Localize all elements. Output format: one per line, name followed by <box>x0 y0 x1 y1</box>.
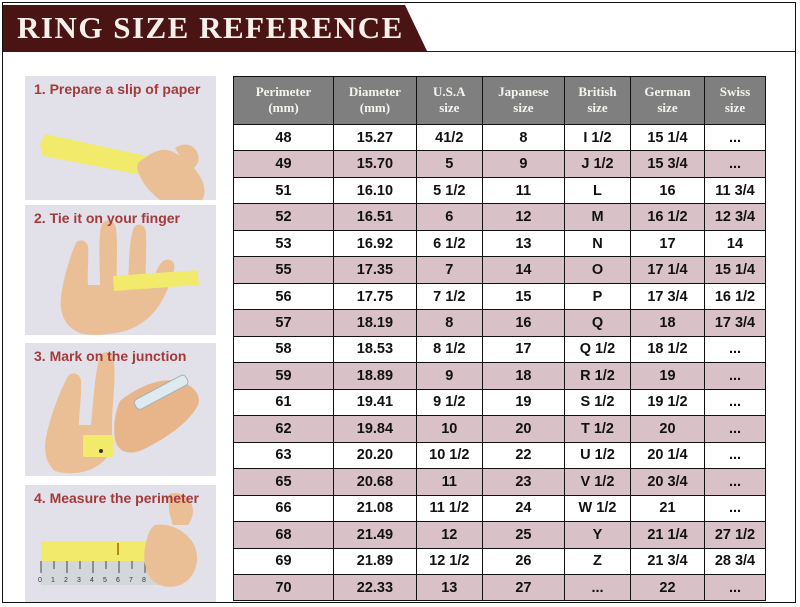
svg-text:2: 2 <box>64 577 68 584</box>
svg-text:3: 3 <box>77 577 81 584</box>
svg-text:0: 0 <box>38 577 42 584</box>
svg-text:8: 8 <box>142 577 146 584</box>
svg-text:4: 4 <box>90 577 94 584</box>
svg-text:1: 1 <box>51 577 55 584</box>
svg-text:6: 6 <box>116 577 120 584</box>
svg-text:7: 7 <box>129 577 133 584</box>
svg-text:5: 5 <box>103 577 107 584</box>
